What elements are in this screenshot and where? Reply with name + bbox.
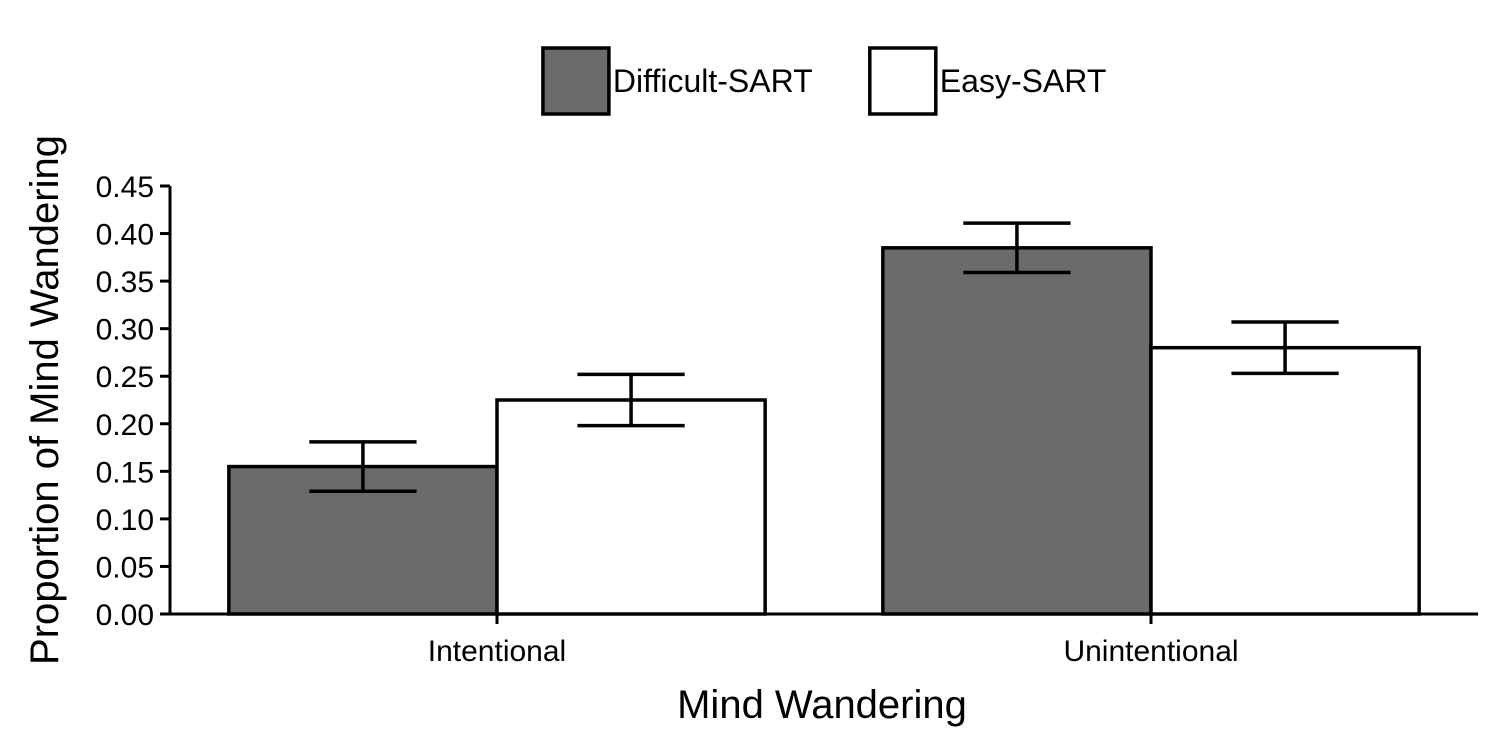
y-tick-label: 0.00 bbox=[96, 599, 154, 632]
bar bbox=[495, 398, 767, 616]
y-axis-title: Proportion of Mind Wandering bbox=[23, 135, 67, 665]
legend-key bbox=[541, 46, 611, 116]
x-tick-label: Unintentional bbox=[1063, 635, 1238, 668]
legend-key bbox=[868, 46, 938, 116]
bar bbox=[881, 246, 1153, 616]
y-tick-label: 0.30 bbox=[96, 314, 154, 347]
y-tick-label: 0.20 bbox=[96, 409, 154, 442]
y-tick-label: 0.10 bbox=[96, 504, 154, 537]
y-tick-label: 0.25 bbox=[96, 361, 154, 394]
axes: 0.00 0.05 0.10 0.15 0.20 0.25 0.30 0.35 0.40 0.45… bbox=[96, 171, 1478, 668]
x-tick-label: Intentional bbox=[428, 635, 566, 668]
y-tick-label: 0.15 bbox=[96, 456, 154, 489]
bar bbox=[1149, 345, 1421, 616]
y-tick-label: 0.40 bbox=[96, 219, 154, 252]
bars bbox=[227, 246, 1421, 616]
legend-label: Easy-SART bbox=[940, 63, 1107, 99]
legend: Difficult-SART Easy-SART bbox=[541, 46, 1107, 116]
x-axis-title: Mind Wandering bbox=[677, 683, 967, 727]
y-tick-label: 0.35 bbox=[96, 266, 154, 299]
legend-label: Difficult-SART bbox=[613, 63, 813, 99]
y-tick-label: 0.45 bbox=[96, 171, 154, 204]
error-bars bbox=[309, 221, 1339, 494]
y-tick-label: 0.05 bbox=[96, 551, 154, 584]
